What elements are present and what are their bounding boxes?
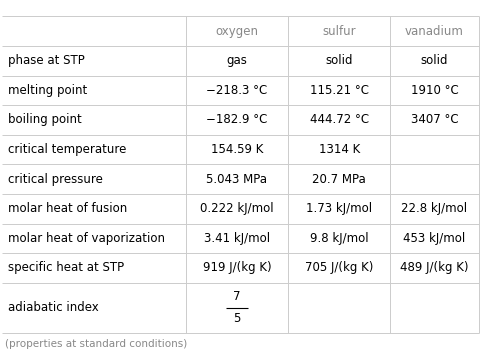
Text: 1910 °C: 1910 °C bbox=[410, 84, 457, 97]
Text: 919 J/(kg K): 919 J/(kg K) bbox=[202, 261, 271, 274]
Text: melting point: melting point bbox=[8, 84, 87, 97]
Text: 5.043 MPa: 5.043 MPa bbox=[206, 173, 267, 186]
Text: boiling point: boiling point bbox=[8, 114, 82, 126]
Text: molar heat of vaporization: molar heat of vaporization bbox=[8, 232, 165, 245]
Text: molar heat of fusion: molar heat of fusion bbox=[8, 202, 127, 215]
Text: −182.9 °C: −182.9 °C bbox=[206, 114, 267, 126]
Text: 489 J/(kg K): 489 J/(kg K) bbox=[399, 261, 468, 274]
Text: 444.72 °C: 444.72 °C bbox=[309, 114, 368, 126]
Text: 7: 7 bbox=[233, 290, 240, 304]
Text: 5: 5 bbox=[233, 312, 240, 325]
Text: 1.73 kJ/mol: 1.73 kJ/mol bbox=[306, 202, 372, 215]
Text: oxygen: oxygen bbox=[215, 25, 258, 38]
Text: phase at STP: phase at STP bbox=[8, 54, 85, 67]
Text: 705 J/(kg K): 705 J/(kg K) bbox=[304, 261, 373, 274]
Text: 22.8 kJ/mol: 22.8 kJ/mol bbox=[401, 202, 467, 215]
Text: gas: gas bbox=[226, 54, 247, 67]
Text: sulfur: sulfur bbox=[322, 25, 355, 38]
Text: adiabatic index: adiabatic index bbox=[8, 301, 99, 314]
Text: 20.7 MPa: 20.7 MPa bbox=[312, 173, 365, 186]
Text: (properties at standard conditions): (properties at standard conditions) bbox=[5, 339, 187, 348]
Text: specific heat at STP: specific heat at STP bbox=[8, 261, 124, 274]
Text: 115.21 °C: 115.21 °C bbox=[309, 84, 368, 97]
Text: solid: solid bbox=[325, 54, 352, 67]
Text: vanadium: vanadium bbox=[404, 25, 463, 38]
Text: 0.222 kJ/mol: 0.222 kJ/mol bbox=[200, 202, 273, 215]
Text: 1314 K: 1314 K bbox=[318, 143, 359, 156]
Text: critical temperature: critical temperature bbox=[8, 143, 126, 156]
Text: −218.3 °C: −218.3 °C bbox=[206, 84, 267, 97]
Text: 3.41 kJ/mol: 3.41 kJ/mol bbox=[204, 232, 269, 245]
Text: solid: solid bbox=[420, 54, 447, 67]
Text: 154.59 K: 154.59 K bbox=[210, 143, 263, 156]
Text: 9.8 kJ/mol: 9.8 kJ/mol bbox=[309, 232, 368, 245]
Text: 453 kJ/mol: 453 kJ/mol bbox=[403, 232, 465, 245]
Text: 3407 °C: 3407 °C bbox=[410, 114, 457, 126]
Text: critical pressure: critical pressure bbox=[8, 173, 103, 186]
